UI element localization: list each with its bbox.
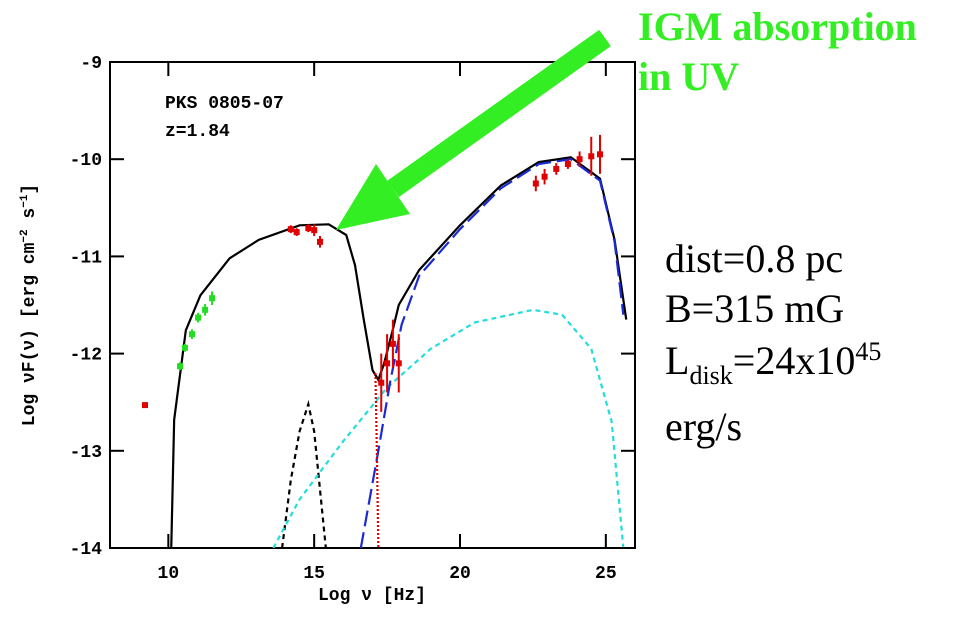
y-tick-label: -10 <box>70 151 102 171</box>
arrow-shaft <box>387 29 611 198</box>
model-curve <box>280 399 327 548</box>
model-curve <box>272 308 625 548</box>
param-unit: erg/s <box>665 404 742 449</box>
model-curve <box>359 158 625 548</box>
y-label-sup: −1 <box>19 194 31 208</box>
data-point <box>532 180 539 187</box>
x-axis-label: Log ν [Hz] <box>318 586 426 606</box>
data-point <box>541 173 548 180</box>
data-point <box>317 238 323 245</box>
plot-area <box>142 134 628 548</box>
data-point <box>378 379 385 386</box>
data-point <box>195 314 202 321</box>
x-tick-label: 10 <box>158 564 180 584</box>
data-point <box>287 226 294 233</box>
data-point <box>142 402 148 409</box>
param-b: B=315 mG <box>665 286 844 331</box>
y-tick-label: -12 <box>70 346 102 366</box>
y-tick-label: -13 <box>70 443 102 463</box>
model-curve <box>374 373 380 548</box>
data-point <box>564 161 571 168</box>
plot-frame <box>109 61 636 549</box>
data-point <box>597 151 603 158</box>
y-tick-label: -11 <box>70 248 103 268</box>
data-point <box>384 360 391 367</box>
y-tick-label: -9 <box>80 54 102 74</box>
param-dist: dist=0.8 pc <box>665 236 843 281</box>
param-l-sup: 45 <box>855 337 881 366</box>
data-point <box>553 165 560 172</box>
arrow-head <box>336 164 410 230</box>
data-point <box>389 340 396 347</box>
data-point <box>588 153 595 160</box>
redshift-label: z=1.84 <box>165 122 230 142</box>
y-label-part: s <box>20 208 40 230</box>
data-point <box>181 344 188 351</box>
param-l-sub: disk <box>689 361 732 390</box>
y-label-part: Log νF(ν) [erg cm <box>20 242 40 426</box>
source-label: PKS 0805-07 <box>165 94 284 114</box>
data-point <box>202 306 209 313</box>
y-tick-label: -14 <box>70 540 103 560</box>
data-point <box>576 156 583 163</box>
x-tick-label: 15 <box>303 564 325 584</box>
param-l-part: =24x10 <box>733 338 856 383</box>
data-point <box>177 363 183 370</box>
annotation: IGM absorption <box>638 4 917 49</box>
x-tick-label: 25 <box>595 564 617 584</box>
data-point <box>395 360 402 367</box>
y-label-part: ] <box>20 184 40 195</box>
data-point <box>188 331 195 338</box>
param-l-part: L <box>665 338 689 383</box>
x-tick-label: 20 <box>449 564 471 584</box>
data-point <box>311 227 318 234</box>
y-label-sup: −2 <box>19 229 31 242</box>
data-point <box>305 225 312 232</box>
y-axis-label: Log νF(ν) [erg cm−2 s−1] <box>19 184 40 426</box>
data-point <box>209 295 216 302</box>
param-l: Ldisk=24x1045 <box>665 337 881 390</box>
annotation: in UV <box>638 54 739 99</box>
data-point <box>293 229 300 236</box>
